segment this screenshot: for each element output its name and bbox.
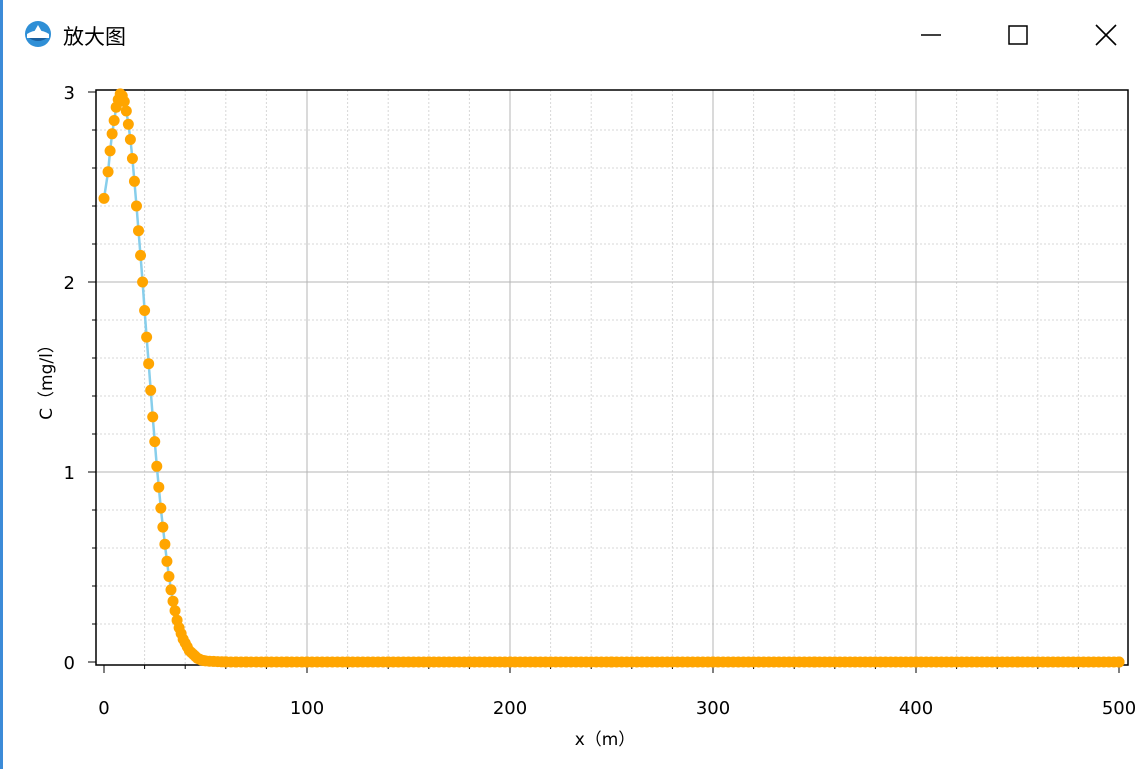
tick-labels: 0 100 200 300 400 500 0 1 2 3 <box>64 83 1137 719</box>
data-point <box>161 555 173 567</box>
water-drop-app-icon <box>24 20 52 48</box>
series-line <box>102 91 1119 664</box>
x-tick-label: 400 <box>899 698 933 719</box>
x-tick-label: 100 <box>290 698 324 719</box>
data-point <box>126 153 138 164</box>
close-button[interactable] <box>1071 0 1141 70</box>
x-tick-label: 200 <box>493 698 527 719</box>
major-grid <box>96 90 1128 665</box>
x-tick-label: 0 <box>98 698 109 719</box>
data-point <box>153 481 165 493</box>
data-point <box>98 192 110 204</box>
close-icon <box>1095 24 1117 46</box>
data-point <box>120 105 132 117</box>
y-tick-label: 3 <box>64 83 75 104</box>
data-point <box>102 166 114 178</box>
plot-area-frame <box>95 89 1129 666</box>
data-point <box>165 584 177 596</box>
data-point <box>122 118 134 130</box>
data-point <box>137 276 149 288</box>
data-point <box>145 384 157 396</box>
y-tick-label: 1 <box>64 463 75 484</box>
y-axis-label: C（mg/l） <box>37 336 57 420</box>
data-point <box>163 571 175 582</box>
data-point <box>128 175 140 187</box>
data-point <box>143 358 155 370</box>
data-point <box>169 605 181 617</box>
data-point <box>118 96 130 107</box>
data-point <box>149 436 161 448</box>
data-point <box>157 521 169 533</box>
minimize-button[interactable] <box>896 0 966 70</box>
minimize-icon <box>921 34 941 36</box>
series-markers <box>98 88 1125 668</box>
data-point <box>167 595 179 607</box>
data-point <box>124 134 136 145</box>
data-point <box>108 115 120 126</box>
data-point <box>151 460 163 472</box>
x-tick-label: 500 <box>1102 698 1136 719</box>
maximize-button[interactable] <box>983 0 1053 70</box>
minor-grid <box>96 90 1128 665</box>
window-left-border <box>0 0 3 769</box>
data-point <box>106 128 118 140</box>
data-point <box>130 200 142 212</box>
data-point <box>1113 656 1125 668</box>
maximize-icon <box>1008 25 1028 45</box>
data-point <box>139 305 151 316</box>
data-point <box>104 145 116 157</box>
data-point <box>133 225 145 237</box>
y-tick-label: 0 <box>64 653 75 674</box>
data-point <box>141 331 153 343</box>
data-point <box>135 249 147 261</box>
window-title: 放大图 <box>63 25 126 49</box>
data-point <box>155 502 167 514</box>
x-axis-label: x（m） <box>575 730 636 750</box>
data-point <box>147 411 159 423</box>
x-tick-label: 300 <box>696 698 730 719</box>
y-tick-label: 2 <box>64 273 75 294</box>
title-bar[interactable]: 放大图 <box>3 0 1142 70</box>
data-point <box>159 538 171 550</box>
